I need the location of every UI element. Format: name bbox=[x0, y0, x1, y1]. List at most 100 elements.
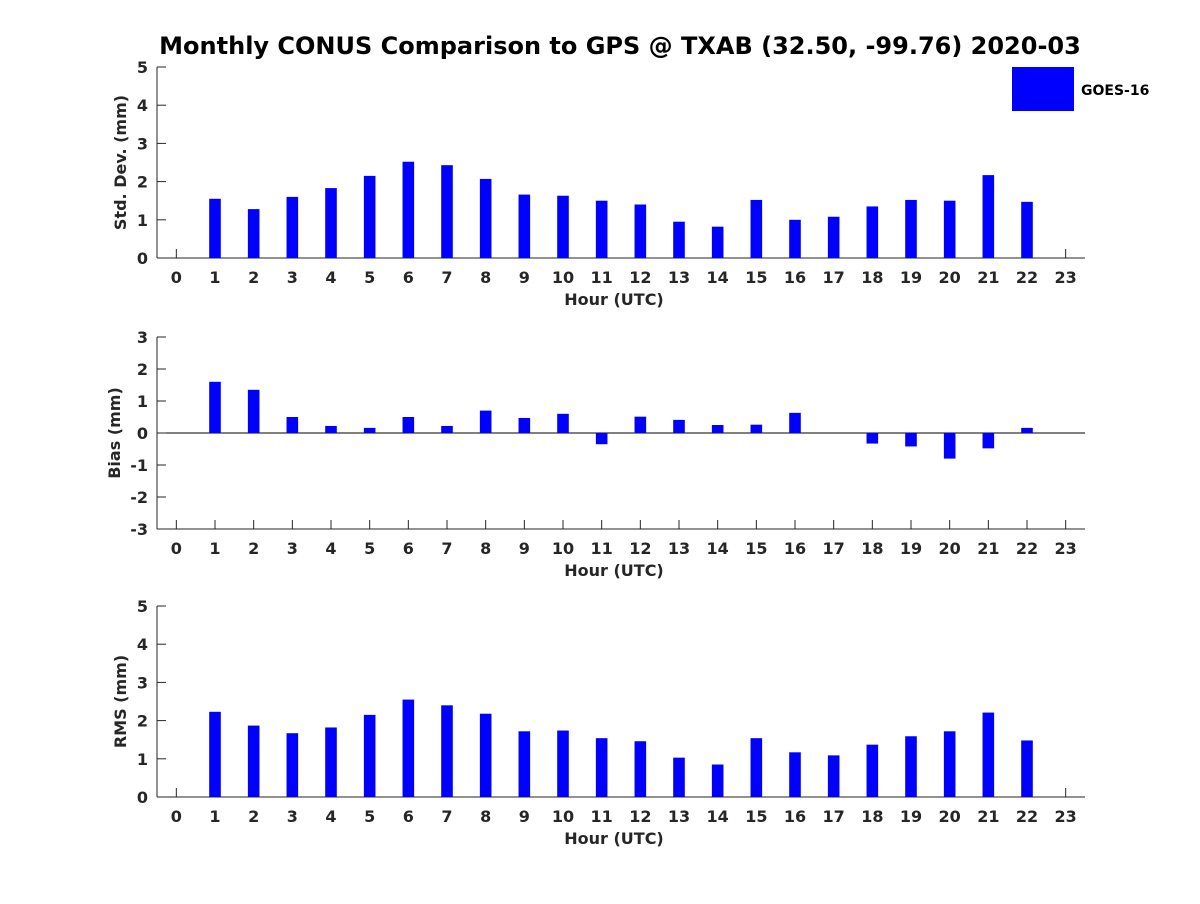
bar-bias-hour-5 bbox=[363, 427, 376, 433]
bar-bias-hour-20 bbox=[943, 433, 956, 459]
y-tick-label: -3 bbox=[130, 520, 148, 539]
x-tick-label: 4 bbox=[325, 268, 336, 287]
x-tick-label: 4 bbox=[325, 539, 336, 558]
bar-rms-hour-12 bbox=[634, 741, 647, 797]
legend-swatch-goes-16 bbox=[1012, 67, 1074, 111]
bar-rms-hour-13 bbox=[673, 757, 685, 797]
bar-bias-hour-22 bbox=[1021, 427, 1033, 433]
x-tick-label: 11 bbox=[591, 807, 613, 826]
x-tick-label: 15 bbox=[745, 539, 767, 558]
bar-rms-hour-10 bbox=[557, 730, 569, 797]
bar-std-hour-2 bbox=[247, 209, 260, 258]
bar-rms-hour-22 bbox=[1021, 740, 1033, 797]
x-tick-label: 18 bbox=[861, 807, 883, 826]
x-tick-label: 10 bbox=[552, 539, 574, 558]
x-tick-label: 16 bbox=[784, 539, 806, 558]
x-tick-label: 12 bbox=[629, 807, 651, 826]
bar-rms-hour-15 bbox=[750, 738, 763, 797]
y-tick-label: 4 bbox=[137, 635, 148, 654]
x-tick-label: 13 bbox=[668, 807, 690, 826]
x-tick-label: 7 bbox=[441, 268, 452, 287]
bar-rms-hour-8 bbox=[479, 713, 492, 797]
x-axis-label: Hour (UTC) bbox=[564, 829, 664, 848]
x-tick-label: 3 bbox=[287, 807, 298, 826]
x-tick-label: 19 bbox=[900, 807, 922, 826]
bar-bias-hour-8 bbox=[479, 410, 492, 433]
bar-std-hour-9 bbox=[518, 194, 531, 258]
bar-rms-hour-6 bbox=[402, 699, 415, 797]
y-tick-label: 3 bbox=[137, 328, 148, 347]
bar-bias-hour-4 bbox=[325, 425, 337, 433]
bar-rms-hour-5 bbox=[363, 714, 376, 797]
bar-std-hour-13 bbox=[673, 221, 685, 258]
x-tick-label: 8 bbox=[480, 539, 491, 558]
bar-std-hour-4 bbox=[325, 188, 337, 258]
x-tick-label: 5 bbox=[364, 807, 375, 826]
bar-bias-hour-14 bbox=[711, 425, 724, 433]
x-tick-label: 14 bbox=[707, 539, 729, 558]
bar-std-hour-11 bbox=[595, 200, 608, 258]
bar-std-hour-21 bbox=[982, 175, 995, 258]
y-tick-label: 1 bbox=[137, 211, 148, 230]
x-tick-label: 0 bbox=[171, 539, 182, 558]
x-tick-label: 1 bbox=[209, 268, 220, 287]
x-tick-label: 17 bbox=[823, 807, 845, 826]
bar-std-hour-1 bbox=[209, 198, 221, 258]
bar-std-hour-22 bbox=[1021, 201, 1033, 258]
bar-rms-hour-14 bbox=[711, 764, 724, 797]
y-tick-label: 2 bbox=[137, 173, 148, 192]
x-tick-label: 2 bbox=[248, 807, 259, 826]
bar-std-hour-12 bbox=[634, 204, 647, 258]
bar-rms-hour-18 bbox=[866, 744, 879, 797]
chart-title: Monthly CONUS Comparison to GPS @ TXAB (… bbox=[159, 32, 1081, 60]
x-tick-label: 4 bbox=[325, 807, 336, 826]
y-axis-label: Bias (mm) bbox=[105, 387, 124, 479]
y-tick-label: 0 bbox=[137, 424, 148, 443]
bar-bias-hour-18 bbox=[866, 433, 879, 444]
x-tick-label: 23 bbox=[1055, 807, 1077, 826]
bar-std-hour-7 bbox=[441, 165, 453, 258]
bar-std-hour-20 bbox=[943, 200, 956, 258]
bar-bias-hour-2 bbox=[247, 389, 260, 433]
y-tick-label: 2 bbox=[137, 712, 148, 731]
x-axis-label: Hour (UTC) bbox=[564, 290, 664, 309]
y-tick-label: -2 bbox=[130, 488, 148, 507]
bar-bias-hour-1 bbox=[209, 381, 221, 433]
x-tick-label: 11 bbox=[591, 539, 613, 558]
x-tick-label: 15 bbox=[745, 807, 767, 826]
x-tick-label: 6 bbox=[403, 807, 414, 826]
bar-std-hour-18 bbox=[866, 206, 879, 258]
x-tick-label: 0 bbox=[171, 807, 182, 826]
y-tick-label: 5 bbox=[137, 58, 148, 77]
x-tick-label: 0 bbox=[171, 268, 182, 287]
x-tick-label: 16 bbox=[784, 807, 806, 826]
bar-bias-hour-19 bbox=[905, 433, 917, 447]
x-tick-label: 5 bbox=[364, 268, 375, 287]
bar-std-hour-8 bbox=[479, 178, 492, 258]
bar-rms-hour-21 bbox=[982, 712, 995, 797]
bar-rms-hour-16 bbox=[789, 752, 801, 797]
x-tick-label: 21 bbox=[977, 807, 999, 826]
x-tick-label: 15 bbox=[745, 268, 767, 287]
y-axis-label: Std. Dev. (mm) bbox=[111, 95, 130, 230]
x-tick-label: 9 bbox=[519, 539, 530, 558]
y-tick-label: 1 bbox=[137, 750, 148, 769]
y-tick-label: -1 bbox=[130, 456, 148, 475]
x-tick-label: 22 bbox=[1016, 539, 1038, 558]
bar-rms-hour-2 bbox=[247, 725, 260, 797]
y-tick-label: 0 bbox=[137, 788, 148, 807]
x-tick-label: 6 bbox=[403, 268, 414, 287]
x-tick-label: 5 bbox=[364, 539, 375, 558]
x-tick-label: 10 bbox=[552, 268, 574, 287]
bar-std-hour-15 bbox=[750, 199, 763, 258]
bar-bias-hour-13 bbox=[673, 419, 685, 433]
bar-std-hour-5 bbox=[363, 175, 376, 258]
y-axis-label: RMS (mm) bbox=[111, 655, 130, 748]
y-tick-label: 2 bbox=[137, 360, 148, 379]
bar-bias-hour-10 bbox=[557, 413, 569, 433]
x-tick-label: 23 bbox=[1055, 539, 1077, 558]
